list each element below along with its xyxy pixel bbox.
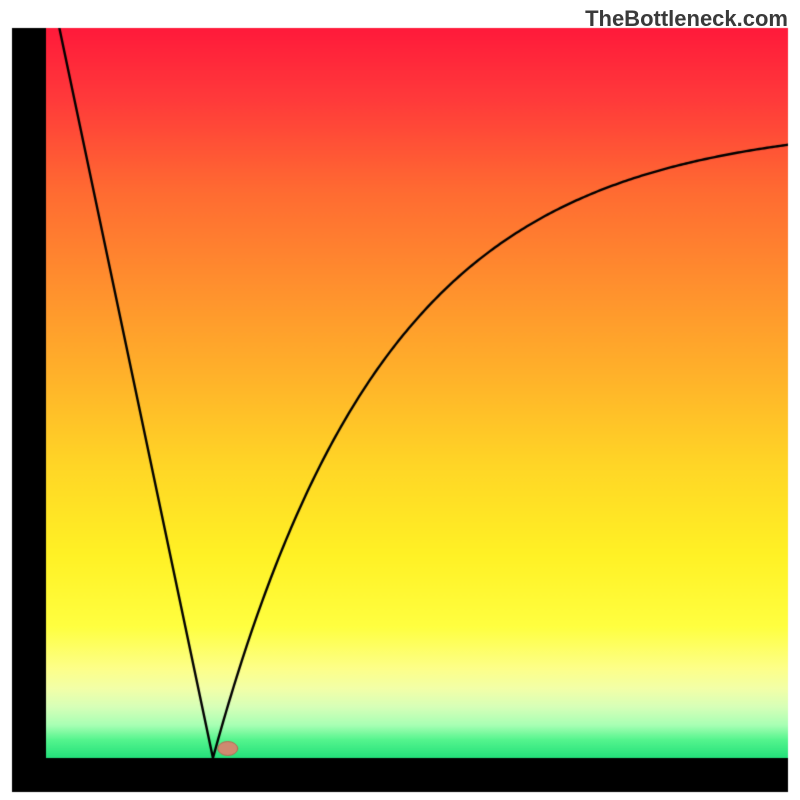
watermark-text: TheBottleneck.com [585, 6, 788, 32]
bottleneck-curve-chart [0, 0, 800, 800]
chart-root: TheBottleneck.com [0, 0, 800, 800]
